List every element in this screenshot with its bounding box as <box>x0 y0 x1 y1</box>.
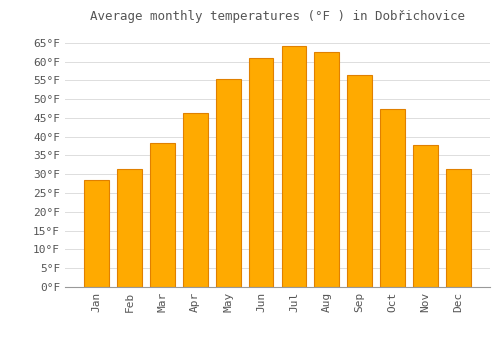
Bar <box>117 169 142 287</box>
Bar <box>282 46 306 287</box>
Bar <box>248 58 274 287</box>
Bar <box>314 52 339 287</box>
Bar <box>348 75 372 287</box>
Bar <box>84 180 109 287</box>
Bar <box>183 113 208 287</box>
Bar <box>216 79 240 287</box>
Bar <box>446 169 470 287</box>
Title: Average monthly temperatures (°F ) in Dobřichovice: Average monthly temperatures (°F ) in Do… <box>90 10 465 23</box>
Bar <box>380 108 405 287</box>
Bar <box>413 145 438 287</box>
Bar <box>150 143 174 287</box>
